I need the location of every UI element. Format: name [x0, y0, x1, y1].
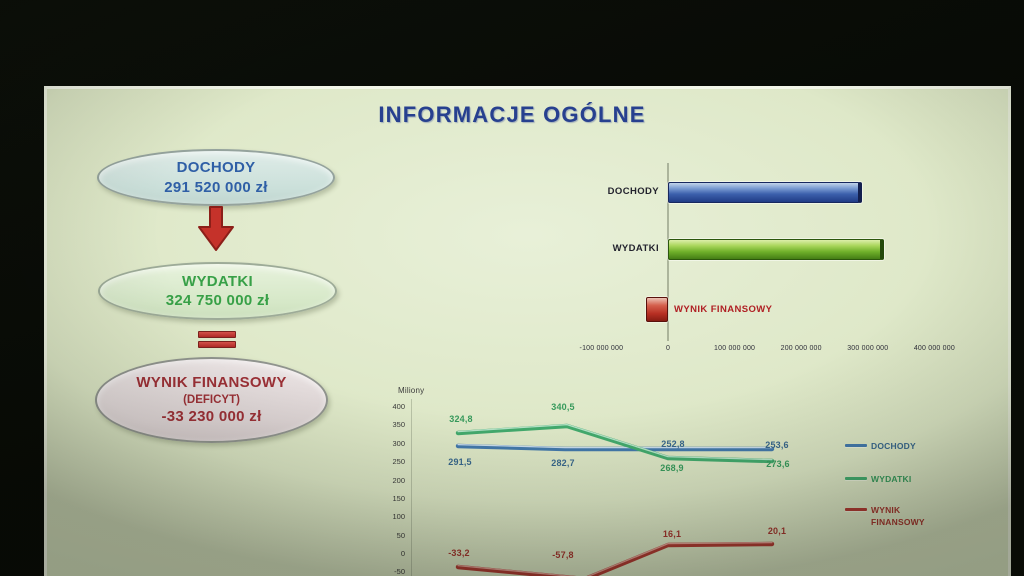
- flow-node-label: WYNIK FINANSOWY: [136, 374, 287, 392]
- bar-wydatki: [668, 239, 885, 260]
- line-chart-y-tick: 250: [392, 457, 405, 467]
- legend-swatch-dochody: [845, 444, 867, 447]
- bar-chart-x-tick: -100 000 000: [579, 345, 624, 352]
- arrow-down-icon: [198, 206, 234, 251]
- line-point-label: 252,8: [661, 439, 685, 449]
- flow-node-dochody: DOCHODY 291 520 000 zł: [97, 149, 335, 206]
- line-point-label: 20,1: [767, 526, 787, 536]
- line-point-label: 324,8: [449, 414, 473, 424]
- line-chart-axis-line: [411, 399, 412, 576]
- line-point-label: 273,6: [766, 459, 790, 469]
- flow-node-label: DOCHODY: [176, 159, 256, 176]
- line-chart-y-tick: 50: [396, 530, 405, 540]
- line-point-label: 253,6: [765, 440, 789, 450]
- line-point-label: 16,1: [662, 529, 682, 539]
- bar-chart-x-tick: 200 000 000: [780, 345, 822, 352]
- line-chart-y-tick: 150: [392, 493, 405, 503]
- legend-label: WYNIK FINANSOWY: [871, 505, 925, 528]
- legend-label: WYDATKI: [871, 474, 912, 484]
- flow-node-value: -33 230 000 zł: [161, 408, 262, 426]
- bar-wynik-finansowy: [645, 297, 668, 322]
- line-chart-y-tick: 200: [392, 475, 405, 485]
- line-point-label: -57,8: [552, 550, 574, 560]
- line-point-label: 282,7: [551, 458, 575, 468]
- line-chart-y-tick: 400: [392, 402, 405, 411]
- line-chart-y-tick: 100: [392, 512, 405, 522]
- bar-dochody: [668, 182, 863, 203]
- line-chart-y-tick: 300: [392, 438, 405, 448]
- bar-chart-x-tick: 400 000 000: [913, 345, 955, 352]
- bar-chart-x-tick: 300 000 000: [847, 345, 889, 352]
- bar-chart-x-tick: 0: [665, 345, 671, 352]
- line-chart-y-tick: 0: [400, 549, 405, 558]
- slide-title: INFORMACJE OGÓLNE: [378, 102, 646, 127]
- legend-swatch-wynik-finansowy: [845, 508, 867, 511]
- flow-node-wynik: WYNIK FINANSOWY (DEFICYT) -33 230 000 zł: [95, 357, 328, 443]
- legend-swatch-wydatki: [845, 477, 867, 480]
- equals-icon: [198, 331, 236, 351]
- line-point-label: 268,9: [660, 463, 684, 473]
- line-chart-y-tick: 350: [392, 420, 405, 430]
- line-point-label: -33,2: [448, 548, 470, 558]
- bar-chart-x-tick: 100 000 000: [714, 345, 756, 352]
- flow-node-wydatki: WYDATKI 324 750 000 zł: [98, 262, 337, 320]
- line-point-label: 340,5: [551, 402, 575, 412]
- flow-node-value: 324 750 000 zł: [165, 292, 270, 309]
- flow-node-label: WYDATKI: [182, 272, 253, 290]
- bar-category-label: DOCHODY: [607, 186, 659, 197]
- line-chart-y-tick: -50: [394, 567, 405, 576]
- flow-node-value: 291 520 000 zł: [164, 178, 268, 196]
- line-chart-y-axis-title: Miliony: [398, 386, 425, 395]
- flow-node-sublabel: (DEFICYT): [183, 393, 240, 406]
- bar-category-label: WYNIK FINANSOWY: [674, 304, 773, 315]
- line-point-label: 291,5: [448, 457, 472, 467]
- bar-category-label: WYDATKI: [612, 243, 659, 254]
- legend-label: DOCHODY: [871, 441, 916, 451]
